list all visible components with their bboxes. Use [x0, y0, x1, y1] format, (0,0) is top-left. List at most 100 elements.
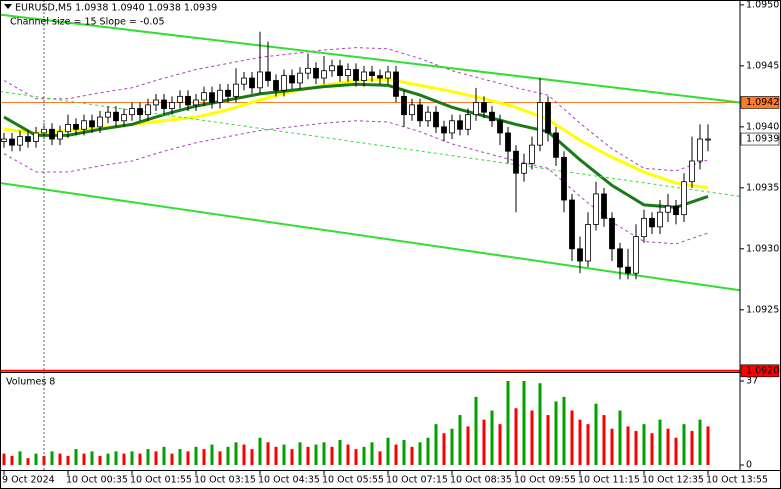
price-tag-label: 1.0920 [746, 365, 779, 376]
candle-body [505, 132, 511, 152]
candle-body [65, 124, 71, 133]
candle-body [113, 111, 119, 122]
candle-body [665, 205, 671, 213]
x-tick-label: 10 Oct 01:55 [130, 475, 192, 486]
candle-body [425, 111, 431, 122]
candle-body [633, 236, 639, 274]
candle-body [329, 65, 335, 72]
candle-body [689, 160, 695, 183]
candle-body [1, 138, 7, 142]
candle-body [129, 108, 135, 116]
candle-body [289, 75, 295, 84]
candle-body [449, 120, 455, 134]
candle-body [561, 156, 567, 201]
candle-body [97, 116, 103, 128]
candle-body [177, 95, 183, 103]
price-tag [740, 132, 780, 146]
price-tag [740, 96, 780, 109]
candle-body [297, 72, 303, 84]
price-tag-label: 1.0939 [746, 134, 779, 145]
volume-tick-label: 37 [746, 376, 758, 387]
x-tick-label: 10 Oct 04:35 [258, 475, 320, 486]
candle-body [81, 120, 87, 130]
candle-body [433, 111, 439, 128]
x-tick-label: 10 Oct 07:15 [386, 475, 448, 486]
candle-body [169, 102, 175, 109]
y-tick-label: 1.0945 [746, 60, 779, 71]
x-tick-label: 10 Oct 09:55 [514, 475, 576, 486]
candle-body [553, 132, 559, 158]
candle-body [353, 69, 359, 81]
indicator-line [0, 13, 741, 104]
candle-body [489, 111, 495, 122]
candle-body [225, 89, 231, 97]
y-tick-label: 1.0950 [746, 0, 779, 10]
candle-body [33, 132, 39, 142]
candle-body [241, 77, 247, 85]
candle-body [657, 211, 663, 228]
x-tick-label: 10 Oct 08:35 [450, 475, 512, 486]
candle-body [161, 99, 167, 109]
candle-body [185, 95, 191, 106]
candle-body [625, 266, 631, 274]
candle-body [617, 248, 623, 268]
candle-body [393, 71, 399, 97]
candle-body [569, 199, 575, 250]
candle-body [377, 75, 383, 79]
candle-body [281, 75, 287, 91]
indicator-line [3, 47, 709, 172]
candle-body [697, 138, 703, 162]
candle-body [233, 83, 239, 97]
y-tick-label: 1.0940 [746, 121, 779, 132]
indicator-line [3, 120, 709, 245]
candle-body [25, 136, 31, 142]
x-tick-label: 9 Oct 2024 [2, 475, 55, 486]
candle-body [201, 92, 207, 101]
candle-body [401, 95, 407, 116]
candle-body [369, 71, 375, 77]
candle-body [641, 217, 647, 238]
candle-body [537, 102, 543, 146]
y-tick-label: 1.0935 [746, 182, 779, 193]
candle-body [513, 150, 519, 174]
x-tick-label: 10 Oct 11:15 [578, 475, 640, 486]
candle-body [137, 108, 143, 116]
candle-body [57, 131, 63, 140]
candle-body [73, 124, 79, 130]
candle-body [321, 70, 327, 79]
candle-body [105, 111, 111, 118]
x-tick-label: 10 Oct 00:35 [66, 475, 128, 486]
candle-body [441, 126, 447, 134]
candle-body [601, 193, 607, 219]
candle-body [385, 71, 391, 79]
candle-body [681, 181, 687, 216]
candle-body [457, 120, 463, 130]
candle-body [193, 99, 199, 106]
candle-body [465, 114, 471, 130]
candle-body [609, 217, 615, 250]
symbol-marker [4, 4, 12, 9]
candle-body [153, 99, 159, 106]
candle-body [649, 217, 655, 228]
y-tick-label: 1.0930 [746, 243, 779, 254]
candle-body [265, 71, 271, 81]
candle-body [673, 205, 679, 216]
candle-body [217, 89, 223, 103]
candle-body [9, 138, 15, 146]
y-tick-label: 1.0925 [746, 304, 779, 315]
candle-body [481, 102, 487, 113]
x-tick-label: 10 Oct 12:35 [642, 475, 704, 486]
candle-body [121, 114, 127, 122]
volume-tick-label: 0 [746, 460, 752, 471]
candle-body [409, 104, 415, 116]
indicator-caption: Channel size = 15 Slope = -0.05 [10, 17, 165, 28]
candle-body [521, 163, 527, 174]
candle-body [89, 120, 95, 128]
price-tag-label: 1.0942 [746, 97, 779, 108]
chart-title: EURUSD,M5 1.0938 1.0940 1.0938 1.0939 [15, 3, 217, 14]
candle-body [257, 71, 263, 89]
x-tick-label: 10 Oct 05:55 [322, 475, 384, 486]
candle-body [529, 144, 535, 164]
candle-body [361, 71, 367, 81]
